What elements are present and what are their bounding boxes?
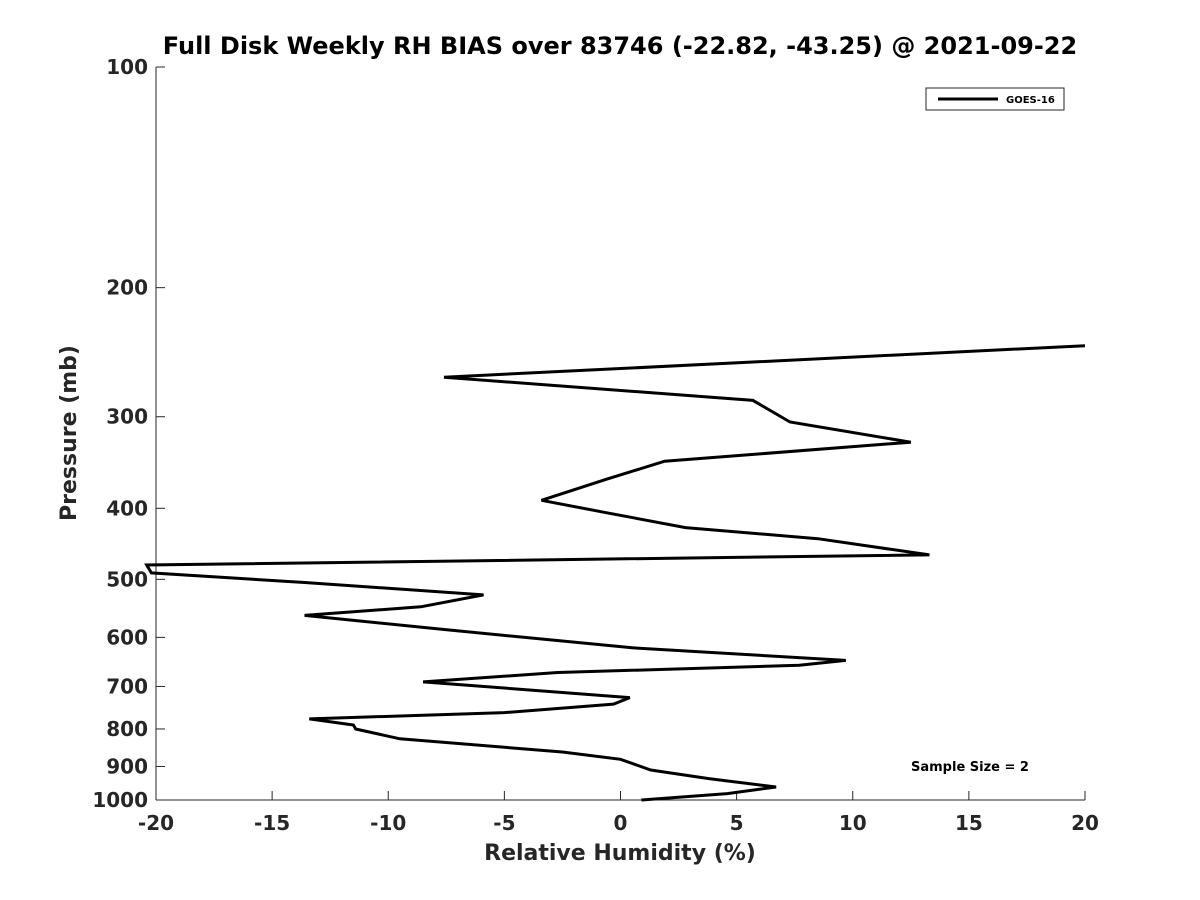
x-tick-label: 0	[614, 811, 628, 835]
x-tick-label: 20	[1071, 811, 1099, 835]
y-tick-label: 600	[106, 625, 148, 649]
series-line-goes-16	[144, 344, 1086, 802]
x-tick-label: -5	[493, 811, 515, 835]
series-layer	[144, 344, 1086, 802]
y-tick-label: 400	[106, 496, 148, 520]
y-tick-label: 1000	[92, 788, 148, 812]
sample-size-annotation: Sample Size = 2	[911, 760, 1029, 775]
plot-area	[156, 67, 1085, 800]
legend: GOES-16	[925, 87, 1065, 111]
y-tick-label: 100	[106, 55, 148, 79]
x-axis-title: Relative Humidity (%)	[484, 841, 756, 866]
y-tick-label: 800	[106, 717, 148, 741]
x-tick-label: 10	[839, 811, 867, 835]
y-tick-label: 500	[106, 567, 148, 591]
legend-label-goes-16: GOES-16	[1006, 95, 1055, 106]
chart-title: Full Disk Weekly RH BIAS over 83746 (-22…	[163, 32, 1077, 60]
y-tick-label: 300	[106, 405, 148, 429]
x-tick-label: 15	[955, 811, 983, 835]
x-tick-label: -20	[138, 811, 174, 835]
x-tick-label: 5	[730, 811, 744, 835]
x-tick-label: -10	[370, 811, 406, 835]
y-tick-label: 900	[106, 754, 148, 778]
x-axis-ticks: -20 -15 -10 -5 0 5 10 15 20	[138, 791, 1099, 835]
y-axis-ticks: 100 200 300 400 500 600 700 800 900 1000	[92, 55, 165, 812]
x-tick-label: -15	[254, 811, 290, 835]
y-tick-label: 700	[106, 674, 148, 698]
y-tick-label: 200	[106, 276, 148, 300]
y-axis-title: Pressure (mb)	[57, 345, 82, 521]
